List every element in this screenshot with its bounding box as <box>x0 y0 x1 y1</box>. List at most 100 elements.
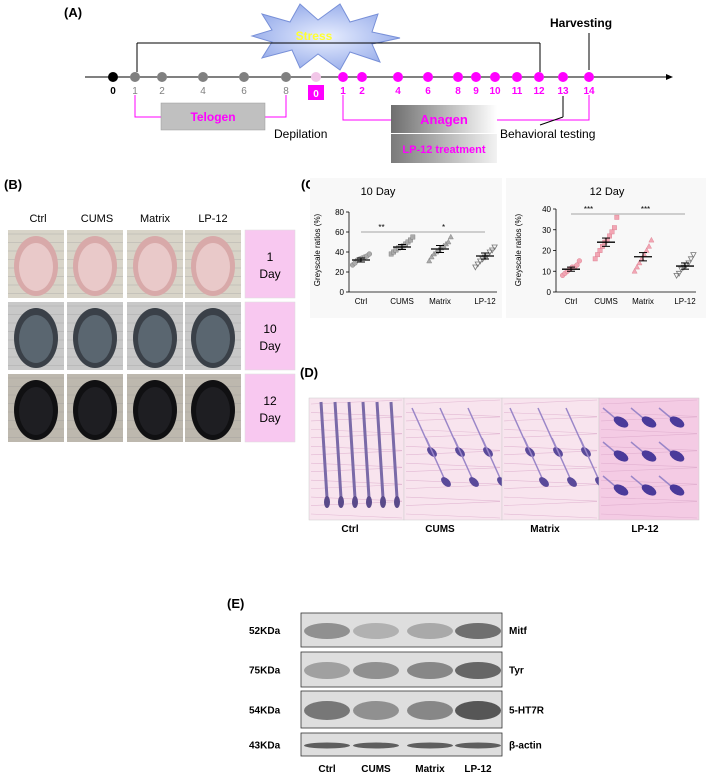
chart-significance-label: ** <box>378 223 384 232</box>
chart-data-point <box>690 252 697 259</box>
lp12-treatment-label: LP-12 treatment <box>402 144 485 156</box>
timeline-label-post-day: 11 <box>512 86 523 97</box>
blot-band <box>455 742 501 749</box>
histology-image <box>598 397 700 521</box>
timeline-dot-post-day-2 <box>357 72 367 82</box>
timeline-dot-pre-day-2 <box>157 72 167 82</box>
chart-data-point <box>687 256 695 263</box>
timeline-label-post-day: 12 <box>533 86 545 97</box>
chart-data-point <box>592 256 598 262</box>
blot-band <box>353 701 399 720</box>
day-label-number: 12 <box>263 394 277 408</box>
chart-y-tick-label: 0 <box>340 288 345 297</box>
chart-y-tick-label: 40 <box>542 205 551 214</box>
chart-data-point <box>673 272 680 280</box>
histology-label-lp-12: LP-12 <box>631 524 659 535</box>
anagen-box <box>391 105 497 133</box>
chart-data-point <box>614 214 620 220</box>
panel-b: (B) Ctrl CUMS Matrix LP-12 1 Day 10 Day 12 Day <box>4 177 296 443</box>
blot-protein-label: Mitf <box>509 626 527 637</box>
blot-lane-label: LP-12 <box>464 764 492 775</box>
timeline-dot-post-day-10 <box>490 72 500 82</box>
day-label-unit: Day <box>259 411 280 425</box>
blot-band <box>304 662 350 679</box>
behavioral-testing-label: Behavioral testing <box>500 127 595 141</box>
chart-y-tick-label: 0 <box>547 288 552 297</box>
chart-data-point <box>648 236 655 243</box>
chart-data-point <box>472 264 479 271</box>
blot-lane-label: Ctrl <box>318 764 335 775</box>
timeline-dot-post-day-4 <box>393 72 403 82</box>
mouse-photo <box>127 374 183 442</box>
timeline-label-pre-day: 8 <box>283 86 289 97</box>
chart-data-point <box>486 249 494 256</box>
timeline-label-post-day: 9 <box>473 86 479 97</box>
chart-data-point <box>631 268 638 274</box>
chart-y-tick-label: 60 <box>335 228 344 237</box>
panel-d-label: (D) <box>300 365 318 380</box>
histology-label-cums: CUMS <box>425 524 455 535</box>
timeline-post-days: 1 2 4 6 8 9 10 11 12 13 14 <box>338 72 595 97</box>
chart-x-tick-label: LP-12 <box>474 297 496 306</box>
depilation-dot <box>311 72 321 82</box>
telogen-box <box>160 102 266 131</box>
chart-x-tick-label: Ctrl <box>355 297 368 306</box>
blot-kda-label: 75KDa <box>249 666 281 677</box>
timeline-dot-post-day-9 <box>471 72 481 82</box>
chart-x-tick-label: CUMS <box>390 297 414 306</box>
panel-e-label: (E) <box>227 596 244 611</box>
photo-column-header-lp-12: LP-12 <box>198 213 227 225</box>
timeline-label-pre-day: 2 <box>159 86 165 97</box>
lp12-treatment-box <box>391 134 497 163</box>
blot-band <box>304 701 350 720</box>
blot-band <box>407 662 453 679</box>
depilation-day-box <box>308 85 324 100</box>
blot-band <box>353 662 399 679</box>
chart-y-tick-label: 20 <box>542 247 551 256</box>
timeline-dot-post-day-12 <box>534 72 544 82</box>
chart-data-point <box>491 244 498 251</box>
mouse-photo <box>8 230 64 298</box>
blot-band <box>304 742 350 749</box>
histology-label-ctrl: Ctrl <box>341 524 358 535</box>
histology-images: Ctrl CUMS Matrix LP-12 <box>308 397 700 535</box>
chart-12-day: 12 Day Greyscale ratios (%) 0 10 20 30 40 Ctrl C… <box>514 186 697 306</box>
chart-data-point <box>445 238 452 245</box>
chart-y-axis-label: Greyscale ratios (%) <box>514 213 523 286</box>
chart-data-point <box>488 247 496 254</box>
day-label-cell: 1 Day <box>244 229 296 299</box>
panel-e: (E) 52KDa Mitf 75KDa Tyr 54KDa 5-HT7R 43KDa β-a… <box>227 596 545 775</box>
timeline-dot-pre-day-4 <box>198 72 208 82</box>
blot-protein-label: β-actin <box>509 741 542 752</box>
blot-protein-label: 5-HT7R <box>509 706 545 717</box>
photo-column-header-ctrl: Ctrl <box>29 213 46 225</box>
panel-b-column-headers: Ctrl CUMS Matrix LP-12 <box>29 213 227 225</box>
blot-band <box>407 623 453 639</box>
blot-band <box>353 623 399 639</box>
timeline-label-post-day: 1 <box>340 86 346 97</box>
timeline-label-post-day: 6 <box>425 86 431 97</box>
histology-image <box>501 397 605 521</box>
chart-significance-label: *** <box>641 205 650 214</box>
timeline-dot-pre-day-0 <box>108 72 118 82</box>
mouse-photo <box>185 374 241 442</box>
chart-y-tick-label: 80 <box>335 208 344 217</box>
day-label-cell: 10 Day <box>244 301 296 371</box>
blot-band <box>353 742 399 749</box>
blot-kda-label: 43KDa <box>249 741 281 752</box>
chart-10-day-background <box>310 178 502 318</box>
histology-image <box>403 397 507 521</box>
telogen-label: Telogen <box>190 110 235 124</box>
stress-label: Stress <box>296 29 333 43</box>
panel-d: (D) Ctrl CUMS Matrix LP-12 <box>300 365 700 535</box>
chart-y-axis-label: Greyscale ratios (%) <box>313 213 322 286</box>
chart-x-tick-label: Ctrl <box>565 297 578 306</box>
photo-column-header-cums: CUMS <box>81 213 113 225</box>
timeline-label-post-day: 8 <box>455 86 461 97</box>
histology-label-matrix: Matrix <box>530 524 560 535</box>
chart-data-point <box>447 233 454 240</box>
chart-x-tick-label: LP-12 <box>674 297 696 306</box>
day-label-cell: 12 Day <box>244 373 296 443</box>
